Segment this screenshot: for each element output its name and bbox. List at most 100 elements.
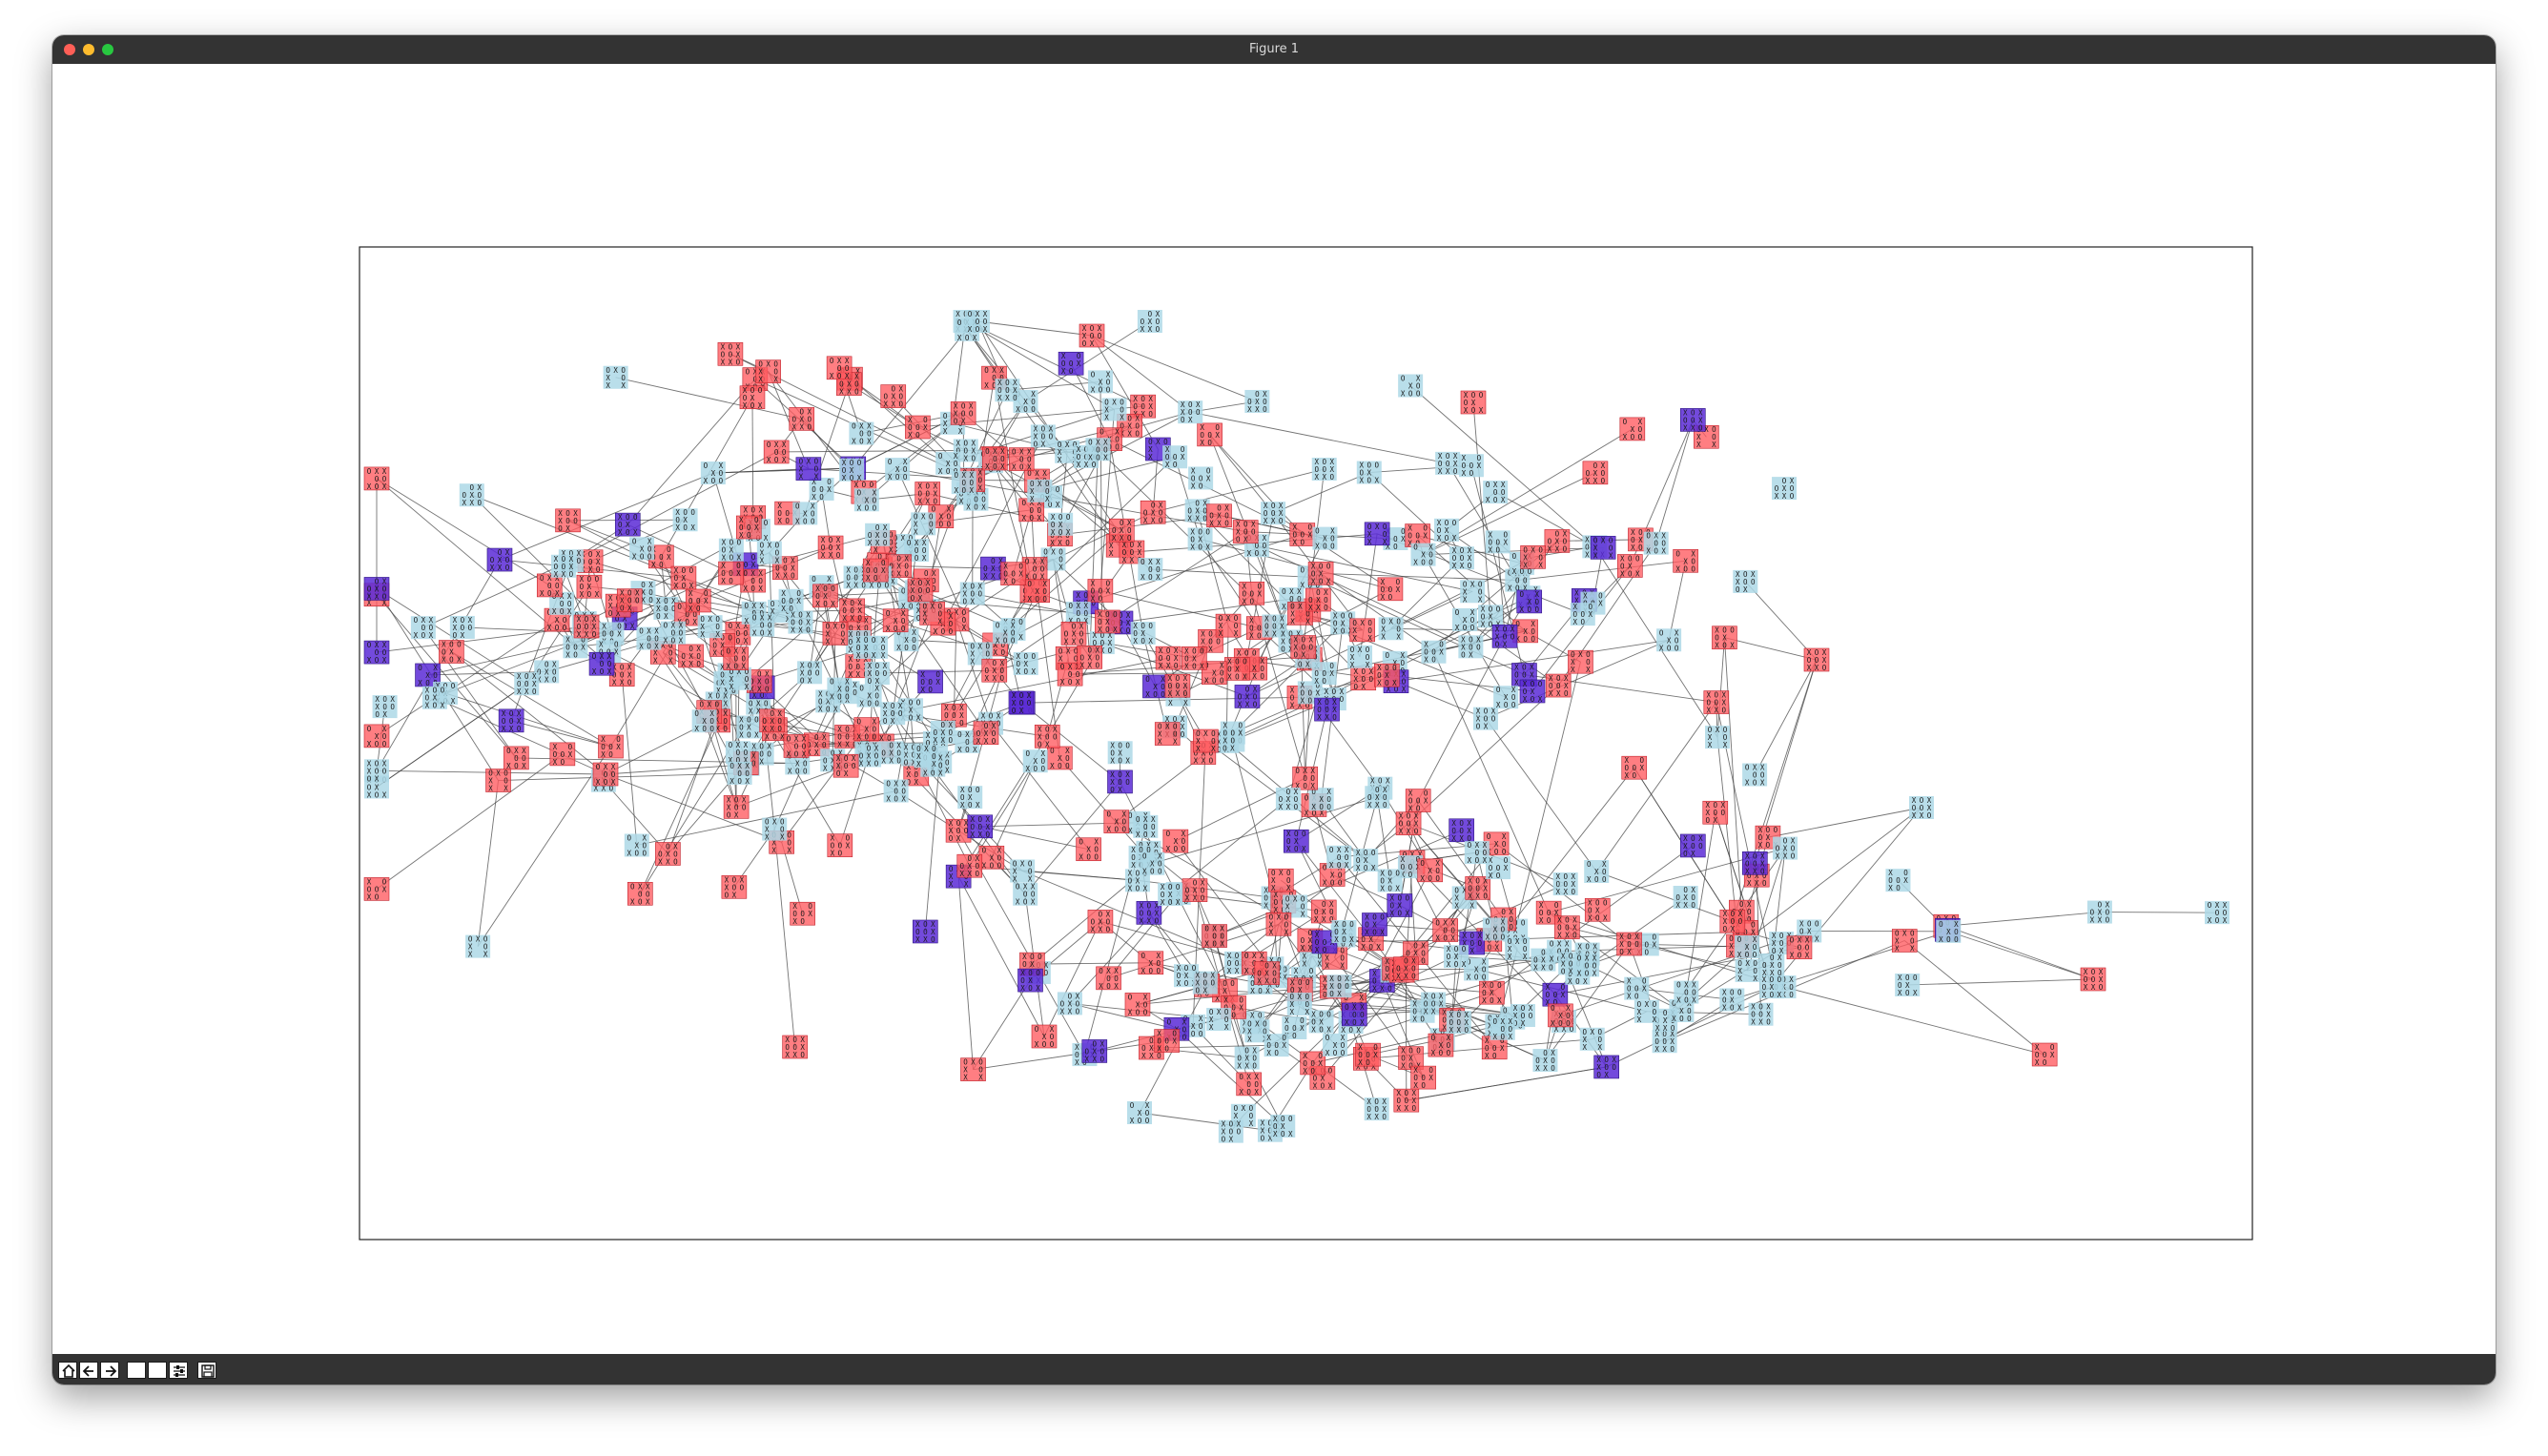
board-cell-mark: O (909, 713, 914, 722)
board-cell-mark: O (1462, 945, 1467, 954)
board-cell-mark: X (1250, 987, 1255, 995)
board-cell-mark: X (1469, 901, 1474, 910)
figure-canvas[interactable]: XOOOXXOOXXOXOOOXOXOXXOXOOOXXOXOXOXOXXXOX… (52, 64, 2496, 1354)
board-cell-mark: O (787, 734, 791, 743)
board-cell-mark: X (506, 762, 511, 770)
board-cell-mark: O (1023, 898, 1028, 907)
board-cell-mark: O (803, 767, 808, 775)
board-cell-mark: O (729, 762, 734, 770)
board-cell-mark: O (1421, 1081, 1426, 1090)
board-cell-mark: X (627, 849, 632, 857)
board-cell-mark: X (1143, 884, 1148, 892)
board-cell-mark: X (1282, 1041, 1286, 1050)
board-cell-mark: X (1264, 517, 1268, 525)
board-cell-mark: X (1435, 934, 1440, 943)
board-cell-mark: O (375, 710, 380, 719)
board-cell-mark: X (765, 833, 770, 842)
board-cell-mark: X (934, 627, 938, 636)
board-cell-mark: O (1319, 1025, 1324, 1034)
board-cell-mark: O (1341, 1049, 1346, 1057)
board-cell-mark: O (874, 700, 879, 708)
board-cell-mark: X (1257, 977, 1262, 986)
board-cell-mark: O (1118, 756, 1122, 765)
board-cell-mark: O (1198, 543, 1202, 551)
board-cell-mark: O (626, 528, 630, 537)
board-cell-mark: X (367, 892, 372, 901)
board-cell-mark: X (846, 581, 851, 589)
board-cell-mark: X (741, 663, 746, 671)
board-cell-mark: X (850, 614, 854, 623)
board-cell-mark: X (853, 581, 858, 589)
board-cell-mark: O (1161, 690, 1165, 699)
board-cell-mark: O (1368, 675, 1373, 684)
board-cell-mark: O (1375, 461, 1380, 470)
close-window-button[interactable] (64, 44, 75, 55)
board-cell-mark: X (1556, 689, 1561, 698)
board-cell-mark: O (904, 644, 909, 652)
board-cell-mark: X (1533, 964, 1538, 973)
graph-edge (1108, 892, 1180, 979)
board-cell-mark: O (1305, 794, 1309, 803)
board-cell-mark: O (1596, 1071, 1601, 1079)
board-cell-mark: X (930, 602, 935, 610)
maximize-window-button[interactable] (102, 44, 113, 55)
board-cell-mark: X (1345, 861, 1349, 870)
board-cell-mark: O (1671, 1024, 1675, 1033)
board-cell-mark: X (976, 801, 980, 810)
graph-edge (376, 753, 564, 890)
minimize-window-button[interactable] (83, 44, 94, 55)
board-cell-mark: O (1251, 528, 1256, 537)
board-cell-mark: O (573, 650, 578, 659)
board-cell-mark: X (1238, 700, 1243, 708)
board-cell-mark: O (836, 769, 841, 778)
board-cell-mark: X (382, 482, 387, 491)
board-cell-mark: X (1125, 756, 1130, 765)
graph-edge (1309, 576, 1525, 675)
graph-edge (965, 320, 1115, 410)
board-cell-mark: X (1079, 661, 1084, 669)
board-cell-mark: O (635, 597, 640, 605)
board-cell-mark: X (1442, 1023, 1447, 1032)
board-cell-mark: O (1252, 1062, 1257, 1071)
board-cell-mark: X (896, 644, 901, 652)
board-cell-mark: O (643, 849, 647, 857)
graph-edge (976, 320, 1093, 337)
graph-edge (898, 565, 994, 569)
board-cell-mark: X (1093, 1055, 1098, 1063)
board-cell-mark: O (1670, 1045, 1675, 1054)
board-cell-mark: X (775, 557, 780, 565)
board-cell-mark: X (1122, 556, 1127, 564)
board-cell-mark: O (1167, 1017, 1172, 1026)
graph-edge (1593, 546, 1718, 738)
board-cell-mark: O (1261, 1135, 1265, 1143)
graph-edge (991, 761, 1037, 858)
board-cell-mark: X (1653, 940, 1657, 949)
board-cell-mark: O (1143, 831, 1148, 839)
board-cell-mark: O (1231, 1011, 1236, 1019)
board-cell-mark: X (1325, 961, 1329, 970)
board-cell-mark: O (620, 605, 625, 613)
board-cell-mark: O (367, 725, 372, 733)
board-cell-mark: X (1172, 1037, 1177, 1046)
board-cell-mark: X (715, 630, 720, 639)
graph-edge (1231, 740, 1275, 898)
board-cell-mark: O (1421, 957, 1426, 966)
board-cell-mark: X (867, 759, 872, 768)
graph-edge (1069, 1002, 1177, 1030)
board-cell-mark: X (1264, 977, 1269, 986)
graph-edge (712, 467, 853, 474)
board-cell-mark: X (1130, 556, 1135, 564)
graph-edge (769, 552, 775, 729)
board-cell-mark: O (898, 400, 903, 409)
